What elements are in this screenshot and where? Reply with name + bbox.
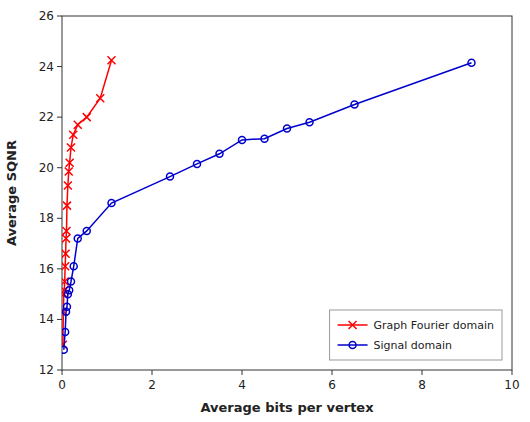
legend-label: Graph Fourier domain <box>374 319 494 332</box>
tick-label: 26 <box>39 9 54 23</box>
plot-frame <box>62 16 512 370</box>
tick <box>422 370 423 375</box>
line <box>64 63 472 350</box>
tick-label: 18 <box>39 211 54 225</box>
marker <box>64 181 72 189</box>
legend-swatch <box>338 344 368 346</box>
marker <box>167 173 174 180</box>
legend-marker <box>349 321 357 329</box>
marker <box>351 101 358 108</box>
marker <box>62 346 67 353</box>
marker <box>284 125 291 132</box>
marker <box>70 263 77 270</box>
marker <box>108 200 115 207</box>
marker <box>67 143 75 151</box>
marker <box>62 250 70 258</box>
tick-label: 10 <box>504 378 519 392</box>
legend-label: Signal domain <box>374 339 453 352</box>
marker <box>261 135 268 142</box>
tick <box>57 268 62 269</box>
y-axis: 12 14 16 18 20 22 24 26 <box>39 9 62 377</box>
tick-label: 22 <box>39 110 54 124</box>
tick-label: 0 <box>58 378 66 392</box>
marker <box>68 278 75 285</box>
marker <box>62 329 69 336</box>
series <box>62 56 116 348</box>
tick <box>57 218 62 219</box>
tick-label: 20 <box>39 161 54 175</box>
marker <box>62 262 69 270</box>
tick-label: 8 <box>418 378 426 392</box>
tick <box>332 370 333 375</box>
marker <box>239 136 246 143</box>
marker <box>66 287 73 294</box>
tick-label: 14 <box>39 312 54 326</box>
marker <box>66 159 74 167</box>
marker <box>69 131 77 139</box>
marker <box>108 56 116 64</box>
tick <box>62 370 63 375</box>
series <box>62 59 475 353</box>
tick-label: 4 <box>238 378 246 392</box>
axis-label: Average bits per vertex <box>200 400 374 415</box>
tick <box>152 370 153 375</box>
legend-box <box>330 310 502 360</box>
marker <box>65 168 73 176</box>
marker <box>74 121 82 129</box>
marker <box>83 227 90 234</box>
axis-label: Average SQNR <box>4 140 19 246</box>
legend: Graph Fourier domain Signal domain <box>330 310 502 360</box>
marker <box>62 235 70 243</box>
legend-marker <box>349 342 356 349</box>
tick-label: 16 <box>39 262 54 276</box>
marker <box>96 94 104 102</box>
marker <box>63 227 71 235</box>
tick <box>57 16 62 17</box>
tick <box>242 370 243 375</box>
tick <box>512 370 513 375</box>
tick-label: 24 <box>39 60 54 74</box>
x-axis: 0 2 4 6 8 10 <box>58 370 519 392</box>
marker <box>63 303 70 310</box>
tick-label: 6 <box>328 378 336 392</box>
marker <box>83 113 91 121</box>
tick <box>57 66 62 67</box>
marker <box>468 59 475 66</box>
tick <box>57 370 62 371</box>
line <box>63 60 112 344</box>
tick-label: 2 <box>148 378 156 392</box>
marker <box>216 150 223 157</box>
chart: 0246810Average bits per vertex1214161820… <box>0 0 530 422</box>
marker <box>194 160 201 167</box>
tick <box>57 117 62 118</box>
marker <box>306 119 313 126</box>
tick <box>57 167 62 168</box>
tick <box>57 319 62 320</box>
tick-label: 12 <box>39 363 54 377</box>
marker <box>74 235 81 242</box>
marker <box>63 202 71 210</box>
plot-area <box>62 56 475 353</box>
